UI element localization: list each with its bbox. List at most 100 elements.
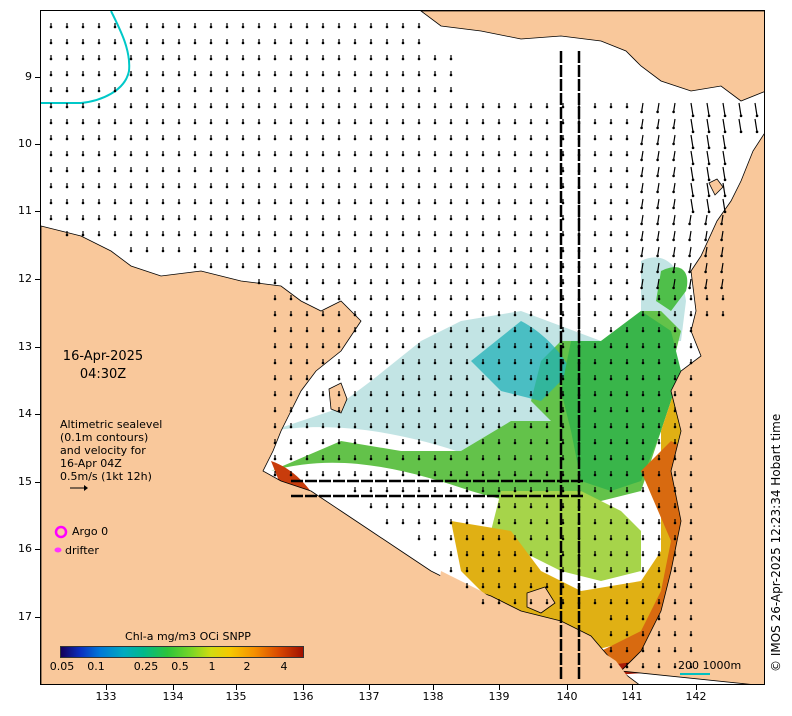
- velocity-arrow-head: [401, 505, 405, 509]
- velocity-arrow-head: [673, 409, 677, 413]
- velocity-arrow-head: [273, 377, 277, 381]
- velocity-arrow-head: [545, 185, 549, 189]
- velocity-arrow-head: [449, 265, 453, 269]
- velocity-arrow-head: [241, 217, 245, 221]
- velocity-arrow-head: [337, 153, 341, 157]
- velocity-arrow-head: [433, 441, 437, 445]
- velocity-arrow-head: [704, 238, 707, 242]
- velocity-arrow-head: [641, 377, 645, 381]
- velocity-arrow-head: [273, 425, 277, 429]
- velocity-arrow-head: [609, 345, 613, 349]
- velocity-arrow-head: [353, 57, 357, 61]
- velocity-arrow-head: [417, 185, 421, 189]
- velocity-arrow-head: [609, 249, 613, 253]
- velocity-arrow-head: [401, 441, 405, 445]
- velocity-arrow-head: [465, 329, 469, 333]
- velocity-arrow-head: [241, 249, 245, 253]
- velocity-arrow-head: [161, 249, 165, 253]
- velocity-arrow-head: [689, 377, 693, 381]
- velocity-arrow-head: [401, 73, 405, 77]
- velocity-arrow-head: [321, 345, 325, 349]
- velocity-arrow-head: [640, 254, 643, 258]
- velocity-arrow-head: [689, 617, 693, 621]
- velocity-arrow-head: [545, 441, 549, 445]
- velocity-arrow-head: [417, 281, 421, 285]
- velocity-arrow-head: [433, 169, 437, 173]
- velocity-arrow-head: [225, 121, 229, 125]
- velocity-arrow-head: [209, 201, 213, 205]
- velocity-arrow-head: [481, 601, 485, 605]
- velocity-arrow-head: [481, 313, 485, 317]
- velocity-arrow-head: [49, 105, 53, 109]
- velocity-arrow-head: [385, 137, 389, 141]
- velocity-arrow-head: [704, 286, 707, 290]
- velocity-arrow-head: [193, 137, 197, 141]
- velocity-arrow-head: [305, 425, 309, 429]
- velocity-arrow: [640, 150, 644, 160]
- velocity-arrow-head: [321, 201, 325, 205]
- velocity-arrow-head: [49, 169, 53, 173]
- velocity-arrow-head: [672, 158, 675, 162]
- velocity-arrow-head: [209, 153, 213, 157]
- velocity-arrow-head: [465, 137, 469, 141]
- velocity-arrow-head: [529, 361, 533, 365]
- velocity-arrow-head: [529, 201, 533, 205]
- velocity-arrow: [672, 118, 676, 128]
- velocity-arrow-head: [513, 569, 517, 573]
- velocity-arrow-head: [593, 601, 597, 605]
- velocity-arrow-head: [593, 537, 597, 541]
- velocity-arrow-head: [289, 57, 293, 61]
- velocity-arrow-head: [353, 233, 357, 237]
- velocity-arrow-head: [97, 73, 101, 77]
- velocity-arrow-head: [385, 521, 389, 525]
- velocity-arrow-head: [720, 238, 723, 242]
- velocity-arrow-head: [497, 457, 501, 461]
- velocity-arrow-head: [273, 393, 277, 397]
- velocity-arrow-head: [723, 130, 727, 134]
- velocity-arrow-head: [385, 25, 389, 29]
- velocity-arrow-head: [545, 345, 549, 349]
- velocity-arrow-head: [720, 222, 723, 226]
- velocity-arrow-head: [529, 585, 533, 589]
- velocity-arrow-head: [641, 505, 645, 509]
- velocity-arrow-head: [656, 158, 659, 162]
- velocity-arrow-head: [401, 41, 405, 45]
- velocity-arrow-head: [513, 137, 517, 141]
- velocity-arrow-head: [481, 537, 485, 541]
- velocity-arrow-head: [161, 217, 165, 221]
- velocity-arrow-head: [561, 233, 565, 237]
- velocity-arrow-head: [449, 297, 453, 301]
- velocity-arrow-head: [289, 105, 293, 109]
- velocity-arrow-head: [529, 329, 533, 333]
- velocity-arrow-head: [145, 105, 149, 109]
- velocity-arrow-head: [513, 521, 517, 525]
- velocity-arrow-head: [689, 409, 693, 413]
- velocity-arrow-head: [497, 265, 501, 269]
- velocity-arrow-head: [689, 457, 693, 461]
- velocity-arrow-head: [97, 169, 101, 173]
- velocity-arrow-head: [449, 201, 453, 205]
- map-frame: [40, 10, 765, 685]
- velocity-arrow-head: [465, 281, 469, 285]
- velocity-arrow-head: [337, 345, 341, 349]
- velocity-arrow-head: [593, 425, 597, 429]
- velocity-arrow-head: [465, 489, 469, 493]
- velocity-arrow-head: [529, 153, 533, 157]
- velocity-arrow-head: [417, 297, 421, 301]
- velocity-arrow-head: [257, 265, 261, 269]
- velocity-arrow-head: [129, 105, 133, 109]
- velocity-arrow-head: [321, 281, 325, 285]
- velocity-arrow-head: [417, 505, 421, 509]
- velocity-arrow-head: [449, 393, 453, 397]
- velocity-arrow-head: [65, 153, 69, 157]
- velocity-arrow-head: [369, 201, 373, 205]
- velocity-arrow-head: [497, 233, 501, 237]
- velocity-arrow-head: [673, 489, 677, 493]
- velocity-arrow-head: [385, 425, 389, 429]
- velocity-arrow-head: [691, 178, 695, 182]
- velocity-arrow-head: [241, 233, 245, 237]
- colorbar-tick: 0.5: [171, 660, 189, 673]
- velocity-arrow-head: [640, 110, 643, 114]
- velocity-arrow-head: [401, 89, 405, 93]
- velocity-arrow-head: [481, 121, 485, 125]
